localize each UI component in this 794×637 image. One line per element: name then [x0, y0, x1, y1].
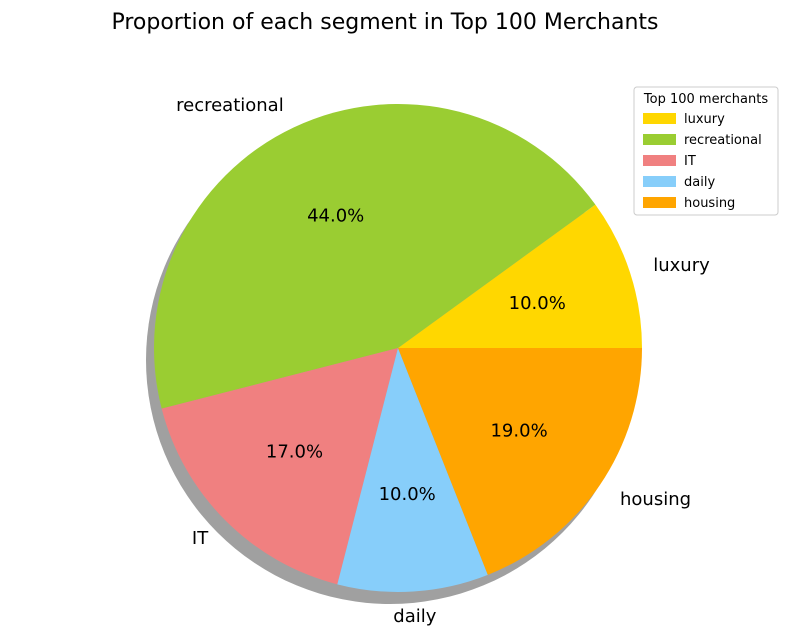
pct-label-daily: 10.0% [379, 484, 436, 505]
pie-slice-recreational [153, 104, 596, 409]
category-label-recreational: recreational [176, 95, 284, 116]
legend-label-it: IT [684, 154, 696, 169]
legend-entries: luxury recreational IT daily housing [643, 112, 762, 211]
legend-swatch-luxury [643, 113, 676, 124]
legend-swatch-it [643, 155, 676, 166]
legend-swatch-recreational [643, 134, 676, 145]
legend-title: Top 100 merchants [643, 92, 768, 107]
legend-label-daily: daily [684, 175, 715, 190]
pie-labels: 10.0% luxury 44.0% recreational 17.0% IT 10.0%… [176, 95, 710, 627]
pie-slices [153, 104, 642, 592]
chart-title: Proportion of each segment in Top 100 Me… [111, 10, 658, 35]
pct-label-housing: 19.0% [490, 420, 547, 441]
legend-label-luxury: luxury [684, 112, 725, 127]
pie-slice-luxury [398, 204, 642, 348]
legend: Top 100 merchants luxury recreational IT da… [633, 86, 779, 216]
pct-label-luxury: 10.0% [509, 293, 566, 314]
category-label-it: IT [192, 528, 209, 549]
category-label-daily: daily [393, 606, 436, 627]
pct-label-recreational: 44.0% [307, 206, 364, 227]
category-label-luxury: luxury [653, 255, 710, 276]
legend-swatch-daily [643, 176, 676, 187]
pct-label-it: 17.0% [266, 442, 323, 463]
legend-label-recreational: recreational [684, 133, 762, 148]
pie-slice-housing [398, 348, 642, 575]
pie-slice-it [161, 348, 398, 585]
category-label-housing: housing [620, 489, 691, 510]
legend-label-housing: housing [684, 196, 735, 211]
legend-swatch-housing [643, 197, 676, 208]
pie-slice-daily [337, 348, 488, 592]
